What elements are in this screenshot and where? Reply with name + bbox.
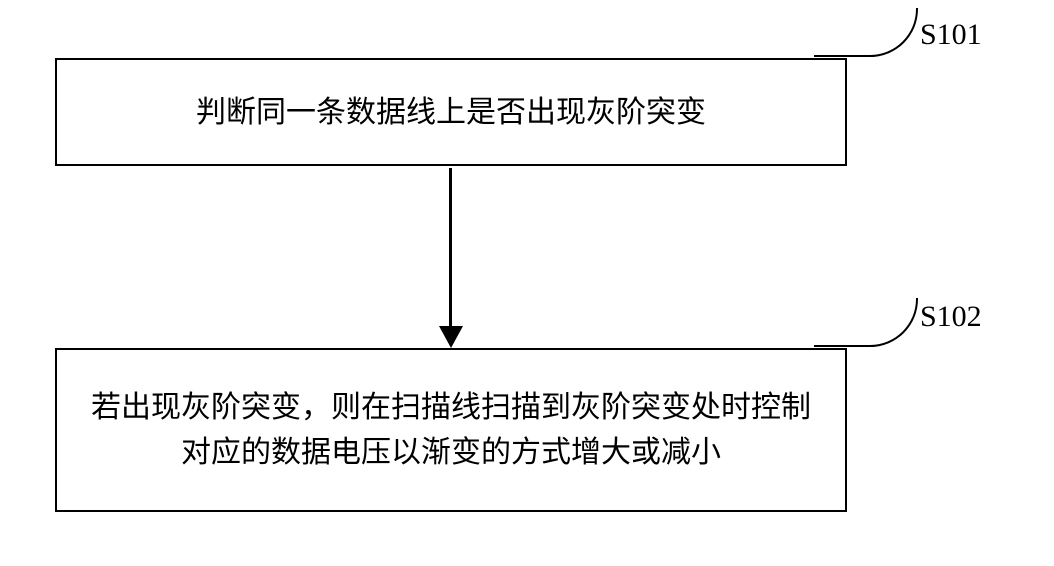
- arrow-connector-head: [439, 326, 463, 348]
- leader-line-1-horizontal: [814, 55, 874, 57]
- arrow-connector-line: [449, 168, 452, 333]
- flowchart-container: 判断同一条数据线上是否出现灰阶突变 S101 若出现灰阶突变，则在扫描线扫描到灰…: [0, 0, 1054, 566]
- flowchart-step-1-box: 判断同一条数据线上是否出现灰阶突变: [55, 58, 847, 166]
- leader-line-1-curve: [870, 8, 918, 57]
- flowchart-step-2-box: 若出现灰阶突变，则在扫描线扫描到灰阶突变处时控制对应的数据电压以渐变的方式增大或…: [55, 348, 847, 512]
- flowchart-step-2-label: S102: [920, 300, 982, 334]
- leader-line-2-horizontal: [814, 345, 874, 347]
- flowchart-step-1-label: S101: [920, 18, 982, 52]
- flowchart-step-2-text: 若出现灰阶突变，则在扫描线扫描到灰阶突变处时控制对应的数据电压以渐变的方式增大或…: [87, 385, 815, 475]
- flowchart-step-1-text: 判断同一条数据线上是否出现灰阶突变: [196, 90, 706, 135]
- leader-line-2-curve: [870, 298, 918, 347]
